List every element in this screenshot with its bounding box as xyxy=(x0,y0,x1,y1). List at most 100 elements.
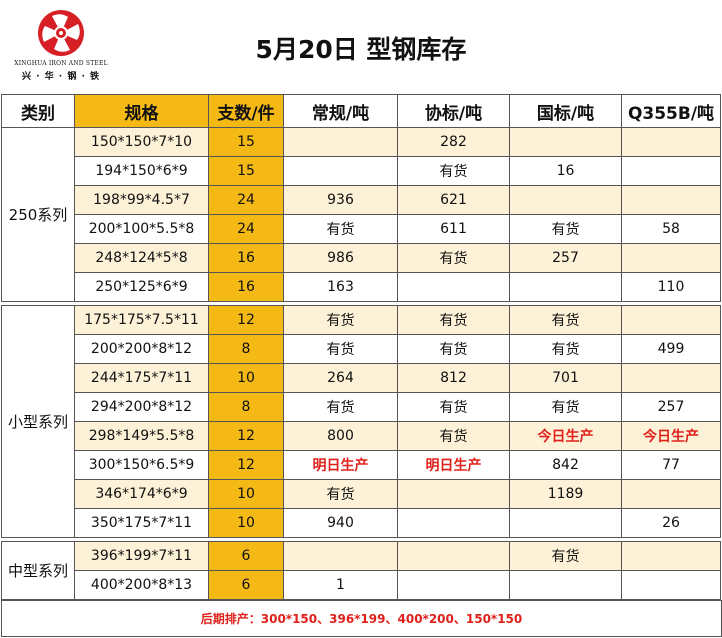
table-row: 小型系列 175*175*7.5*11 12 有货 有货 有货 xyxy=(1,305,721,538)
xiebiao-cell: 621 xyxy=(397,185,510,215)
company-name-cn: 兴 · 华 · 钢 · 铁 xyxy=(21,72,101,82)
table-row: 298*149*5.5*8 12 800 有货 今日生产 今日生产 xyxy=(2,421,721,451)
guobiao-cell: 有货 xyxy=(509,541,622,571)
company-name-en: XINGHUA IRON AND STEEL xyxy=(14,60,108,67)
guobiao-cell xyxy=(509,508,622,538)
xiebiao-cell: 有货 xyxy=(397,334,510,364)
q355b-cell xyxy=(621,185,721,215)
count-cell: 8 xyxy=(208,334,284,364)
count-cell: 15 xyxy=(208,156,284,186)
xiebiao-cell: 有货 xyxy=(397,156,510,186)
header-spec: 规格 xyxy=(74,94,209,128)
q355b-cell xyxy=(621,305,721,335)
spec-cell: 175*175*7.5*11 xyxy=(74,305,209,335)
guobiao-cell: 有货 xyxy=(509,214,622,244)
spec-cell: 200*100*5.5*8 xyxy=(74,214,209,244)
q355b-cell: 110 xyxy=(621,272,721,302)
regular-cell: 有货 xyxy=(283,392,398,422)
spec-cell: 200*200*8*12 xyxy=(74,334,209,364)
xiebiao-cell: 有货 xyxy=(397,421,510,451)
table-row: 中型系列 396*199*7*11 6 有货 xyxy=(1,541,721,600)
table-row: 300*150*6.5*9 12 明日生产 明日生产 842 77 xyxy=(2,450,721,480)
regular-cell: 有货 xyxy=(283,214,398,244)
spec-cell: 396*199*7*11 xyxy=(74,541,209,571)
regular-cell: 明日生产 xyxy=(283,450,398,480)
count-cell: 6 xyxy=(208,541,284,571)
q355b-cell xyxy=(621,156,721,186)
xinghua-logo-icon xyxy=(38,10,84,56)
regular-cell: 940 xyxy=(283,508,398,538)
count-cell: 24 xyxy=(208,214,284,244)
count-cell: 10 xyxy=(208,363,284,393)
spec-cell: 300*150*6.5*9 xyxy=(74,450,209,480)
q355b-cell xyxy=(621,243,721,273)
regular-cell: 264 xyxy=(283,363,398,393)
spec-cell: 298*149*5.5*8 xyxy=(74,421,209,451)
table-row: 194*150*6*9 15 有货 16 xyxy=(2,156,721,186)
guobiao-cell: 有货 xyxy=(509,392,622,422)
guobiao-cell xyxy=(509,272,622,302)
header-regular: 常规/吨 xyxy=(283,94,398,128)
q355b-cell xyxy=(621,127,721,157)
q355b-cell: 77 xyxy=(621,450,721,480)
regular-cell: 986 xyxy=(283,243,398,273)
table-body: 250系列 150*150*7*10 15 282 194*150*6*9 15 有货 16 1… xyxy=(1,127,721,600)
spec-cell: 198*99*4.5*7 xyxy=(74,185,209,215)
guobiao-cell: 今日生产 xyxy=(509,421,622,451)
guobiao-cell xyxy=(509,570,622,600)
table-row: 250系列 150*150*7*10 15 282 xyxy=(1,127,721,302)
category-cell: 250系列 xyxy=(1,127,75,302)
count-cell: 10 xyxy=(208,479,284,509)
guobiao-cell: 701 xyxy=(509,363,622,393)
spec-cell: 194*150*6*9 xyxy=(74,156,209,186)
production-schedule-note: 后期排产：300*150、396*199、400*200、150*150 xyxy=(1,600,722,637)
regular-cell: 1 xyxy=(283,570,398,600)
regular-cell xyxy=(283,156,398,186)
group-separator-cell xyxy=(1,537,721,542)
company-logo: XINGHUA IRON AND STEEL 兴 · 华 · 钢 · 铁 xyxy=(2,6,120,90)
xiebiao-cell: 有货 xyxy=(397,305,510,335)
regular-cell xyxy=(283,127,398,157)
table-row: 200*100*5.5*8 24 有货 611 有货 58 xyxy=(2,214,721,244)
table-row: 250*125*6*9 16 163 110 xyxy=(2,272,721,302)
xiebiao-cell xyxy=(397,272,510,302)
guobiao-cell: 16 xyxy=(509,156,622,186)
regular-cell: 800 xyxy=(283,421,398,451)
count-cell: 12 xyxy=(208,305,284,335)
guobiao-cell: 842 xyxy=(509,450,622,480)
table-row: 400*200*8*13 6 1 xyxy=(2,570,721,600)
table-row: 248*124*5*8 16 986 有货 257 xyxy=(2,243,721,273)
q355b-cell: 今日生产 xyxy=(621,421,721,451)
spec-cell: 250*125*6*9 xyxy=(74,272,209,302)
guobiao-cell: 257 xyxy=(509,243,622,273)
count-cell: 16 xyxy=(208,243,284,273)
q355b-cell xyxy=(621,541,721,571)
q355b-cell xyxy=(621,479,721,509)
spec-cell: 248*124*5*8 xyxy=(74,243,209,273)
guobiao-cell xyxy=(509,185,622,215)
xiebiao-cell: 611 xyxy=(397,214,510,244)
group-separator xyxy=(1,301,721,306)
guobiao-cell: 有货 xyxy=(509,334,622,364)
table-row: 198*99*4.5*7 24 936 621 xyxy=(2,185,721,215)
count-cell: 16 xyxy=(208,272,284,302)
group-separator-cell xyxy=(1,301,721,306)
xiebiao-cell: 812 xyxy=(397,363,510,393)
regular-cell: 163 xyxy=(283,272,398,302)
regular-cell xyxy=(283,541,398,571)
guobiao-cell xyxy=(509,127,622,157)
count-cell: 6 xyxy=(208,570,284,600)
spec-cell: 400*200*8*13 xyxy=(74,570,209,600)
count-cell: 12 xyxy=(208,421,284,451)
table-header-row: 类别 规格 支数/件 常规/吨 协标/吨 国标/吨 Q355B/吨 xyxy=(1,94,721,128)
regular-cell: 936 xyxy=(283,185,398,215)
category-cell: 中型系列 xyxy=(1,541,75,600)
xiebiao-cell xyxy=(397,570,510,600)
table-row: 346*174*6*9 10 有货 1189 xyxy=(2,479,721,509)
xiebiao-cell: 明日生产 xyxy=(397,450,510,480)
header-guobiao: 国标/吨 xyxy=(509,94,622,128)
q355b-cell xyxy=(621,363,721,393)
count-cell: 10 xyxy=(208,508,284,538)
count-cell: 24 xyxy=(208,185,284,215)
q355b-cell: 257 xyxy=(621,392,721,422)
